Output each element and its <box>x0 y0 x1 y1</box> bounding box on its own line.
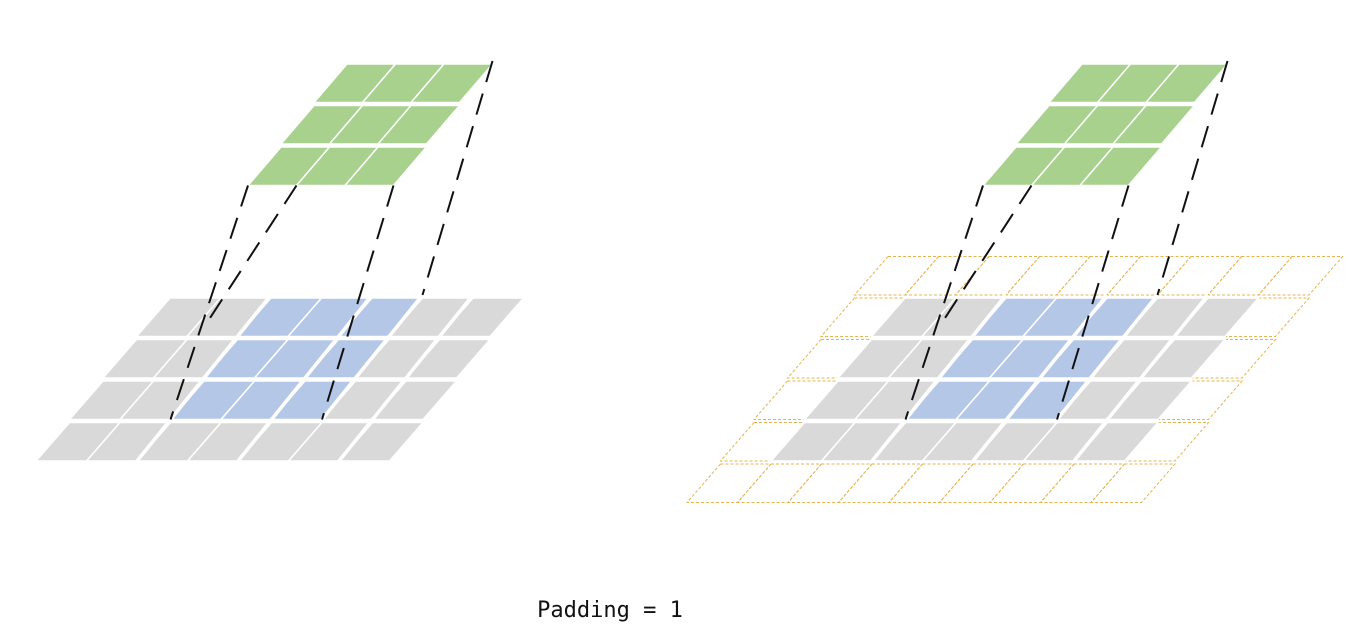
padding-cell <box>1156 256 1243 296</box>
output-cell <box>409 63 495 104</box>
panel-padding-1 <box>685 60 1344 503</box>
padding-cell <box>786 463 874 503</box>
padding-cell <box>1055 256 1142 296</box>
receptive-field-edge <box>1055 293 1159 421</box>
padding-cell <box>887 463 975 503</box>
output-cell <box>1111 104 1197 145</box>
padding-cell <box>988 463 1076 503</box>
padding-cell <box>1089 463 1177 503</box>
receptive-field-edge <box>169 293 273 421</box>
projection-line <box>904 185 984 420</box>
caption: Padding = 1 <box>537 598 683 623</box>
padding-cell <box>1257 256 1344 296</box>
padding-cell <box>685 463 773 503</box>
padding-cell <box>736 463 823 503</box>
padding-cell <box>1206 256 1294 296</box>
padding-cell <box>903 256 991 296</box>
padding-cell <box>954 256 1041 296</box>
panel-no-padding <box>34 60 526 463</box>
projection-line <box>321 185 395 420</box>
column-separator <box>337 293 475 463</box>
padding-cell <box>1123 422 1210 462</box>
projection-line <box>944 184 1033 319</box>
padding-cell <box>1190 339 1277 379</box>
padding-cell <box>1156 380 1244 420</box>
padding-cell <box>853 256 940 296</box>
projection-line <box>209 184 298 319</box>
column-separator <box>236 293 374 463</box>
padding-cell <box>1004 256 1092 296</box>
padding-cell <box>837 463 924 503</box>
projection-line <box>169 185 249 420</box>
projection-line <box>1056 185 1130 420</box>
receptive-field-edge <box>904 293 1008 421</box>
padding-cell <box>938 463 1025 503</box>
projection-line <box>1156 60 1229 296</box>
column-separator <box>971 293 1109 463</box>
receptive-field-edge <box>320 293 424 421</box>
padding-cell <box>1105 256 1193 296</box>
padding-cell <box>1039 463 1126 503</box>
projection-line <box>421 60 494 296</box>
output-cell <box>1144 63 1230 104</box>
output-cell <box>376 104 462 145</box>
column-separator <box>1072 293 1210 463</box>
padding-cell <box>1223 297 1311 337</box>
